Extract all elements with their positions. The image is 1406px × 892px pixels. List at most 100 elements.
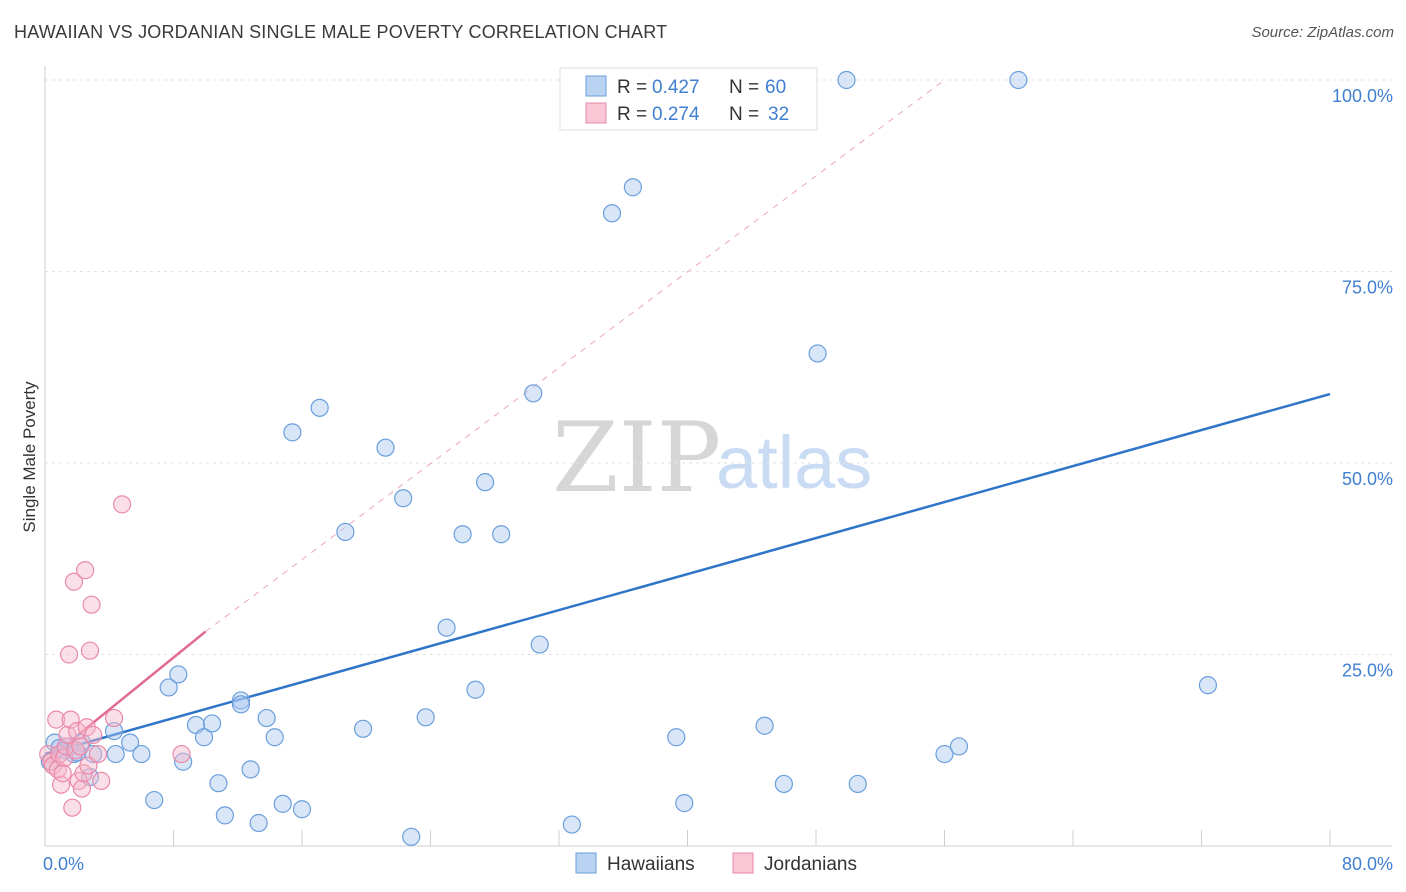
point-hawaiians bbox=[562, 815, 581, 834]
point-hawaiians bbox=[524, 384, 543, 403]
point-hawaiians bbox=[273, 794, 292, 813]
point-hawaiians bbox=[132, 744, 151, 764]
trend-line-jordanians-extension bbox=[205, 79, 945, 632]
point-jordanians bbox=[51, 775, 71, 794]
bottom-legend-swatch-jordanians bbox=[732, 852, 754, 874]
point-hawaiians bbox=[837, 70, 856, 90]
point-hawaiians bbox=[353, 719, 373, 738]
point-hawaiians bbox=[50, 738, 69, 758]
point-hawaiians bbox=[202, 714, 222, 733]
point-hawaiians bbox=[376, 438, 395, 457]
bottom-legend-swatch-hawaiians bbox=[575, 852, 597, 874]
legend-r-value-jordanians: 0.274 bbox=[652, 104, 700, 125]
point-jordanians bbox=[58, 725, 77, 745]
legend-n-value-jordanians: 32 bbox=[768, 104, 789, 125]
point-hawaiians bbox=[241, 760, 260, 779]
point-hawaiians bbox=[106, 744, 125, 764]
y-tick-label: 50.0% bbox=[1342, 469, 1393, 489]
point-hawaiians bbox=[602, 204, 622, 223]
point-jordanians bbox=[112, 495, 132, 514]
point-jordanians bbox=[76, 561, 95, 580]
legend-r-label-jordanians: R = bbox=[617, 104, 647, 125]
point-jordanians bbox=[47, 710, 66, 729]
bottom-legend-label-hawaiians: Hawaiians bbox=[607, 854, 695, 875]
point-hawaiians bbox=[1009, 70, 1028, 90]
point-hawaiians bbox=[310, 398, 329, 417]
point-jordanians bbox=[104, 708, 124, 728]
legend: R = 0.427 N = 60 R = 0.274 N = 32 bbox=[559, 67, 818, 131]
y-axis-title: Single Male Poverty bbox=[20, 381, 39, 533]
point-hawaiians bbox=[476, 473, 495, 492]
point-hawaiians bbox=[265, 728, 284, 747]
axes bbox=[44, 66, 1392, 847]
gridlines bbox=[45, 79, 1392, 655]
point-jordanians bbox=[82, 595, 101, 614]
point-hawaiians bbox=[249, 813, 268, 833]
bottom-legend-label-jordanians: Jordanians bbox=[764, 854, 857, 875]
point-jordanians bbox=[71, 737, 90, 756]
y-tick-labels: 100.0% 75.0% 50.0% 25.0% bbox=[1332, 86, 1393, 681]
legend-n-label-hawaiians: N = bbox=[729, 77, 759, 98]
point-hawaiians bbox=[935, 744, 954, 764]
data-points bbox=[39, 70, 1218, 846]
point-hawaiians bbox=[283, 423, 302, 442]
y-tick-label: 25.0% bbox=[1342, 661, 1393, 681]
legend-n-label-jordanians: N = bbox=[729, 104, 759, 125]
source-credit: Source: ZipAtlas.com bbox=[1251, 24, 1394, 41]
point-hawaiians bbox=[292, 800, 312, 819]
point-jordanians bbox=[172, 744, 191, 764]
point-hawaiians bbox=[453, 525, 472, 544]
point-hawaiians bbox=[808, 344, 827, 363]
point-hawaiians bbox=[774, 774, 793, 794]
point-hawaiians bbox=[121, 733, 140, 752]
watermark: ZIP atlas bbox=[552, 402, 872, 514]
x-tick-label: 0.0% bbox=[43, 854, 84, 874]
point-hawaiians bbox=[231, 695, 251, 714]
point-jordanians bbox=[80, 641, 100, 660]
point-hawaiians bbox=[1198, 676, 1218, 695]
point-hawaiians bbox=[194, 728, 214, 747]
point-hawaiians bbox=[466, 680, 485, 699]
point-hawaiians bbox=[145, 790, 164, 810]
point-hawaiians bbox=[104, 721, 124, 741]
point-hawaiians bbox=[336, 522, 355, 542]
point-hawaiians bbox=[437, 618, 456, 637]
y-tick-label: 100.0% bbox=[1332, 86, 1393, 106]
legend-n-value-hawaiians: 60 bbox=[765, 77, 786, 98]
point-hawaiians bbox=[848, 774, 867, 794]
point-hawaiians bbox=[416, 708, 435, 727]
point-hawaiians bbox=[231, 691, 251, 710]
point-hawaiians bbox=[530, 635, 549, 654]
legend-swatch-hawaiians bbox=[585, 75, 607, 97]
point-jordanians bbox=[56, 737, 75, 756]
legend-swatch-jordanians bbox=[585, 102, 607, 124]
point-hawaiians bbox=[755, 716, 774, 735]
point-hawaiians bbox=[215, 806, 234, 825]
legend-r-value-hawaiians: 0.427 bbox=[652, 77, 700, 98]
point-hawaiians bbox=[667, 728, 686, 747]
x-tick-label: 80.0% bbox=[1342, 854, 1393, 874]
point-hawaiians bbox=[209, 774, 228, 793]
point-jordanians bbox=[59, 645, 79, 664]
point-jordanians bbox=[72, 779, 92, 798]
y-tick-label: 75.0% bbox=[1342, 278, 1393, 298]
point-hawaiians bbox=[949, 737, 969, 756]
point-hawaiians bbox=[257, 708, 276, 728]
legend-r-label-hawaiians: R = bbox=[617, 77, 647, 98]
point-jordanians bbox=[88, 744, 108, 764]
point-jordanians bbox=[64, 572, 84, 591]
point-jordanians bbox=[84, 725, 103, 745]
point-hawaiians bbox=[174, 752, 193, 771]
point-jordanians bbox=[92, 771, 111, 790]
trend-line-hawaiians bbox=[44, 392, 1331, 756]
point-hawaiians bbox=[623, 178, 642, 197]
point-hawaiians bbox=[492, 525, 511, 544]
point-hawaiians bbox=[169, 665, 188, 684]
chart-title: HAWAIIAN VS JORDANIAN SINGLE MALE POVERT… bbox=[14, 22, 668, 42]
point-jordanians bbox=[63, 798, 82, 817]
watermark-zip: ZIP bbox=[552, 402, 721, 514]
point-jordanians bbox=[61, 710, 80, 729]
point-hawaiians bbox=[675, 794, 694, 813]
point-hawaiians bbox=[402, 827, 421, 846]
